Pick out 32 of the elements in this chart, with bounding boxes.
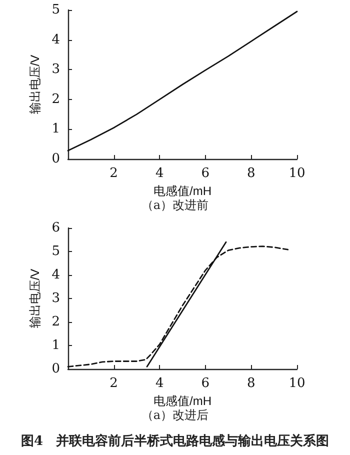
- y-axis-title: 输出电压/V: [28, 54, 42, 114]
- x-tick-label: 4: [155, 376, 164, 391]
- x-tick-label: 4: [155, 166, 164, 181]
- x-tick-label: 2: [110, 376, 118, 391]
- y-tick-label: 3: [52, 291, 60, 306]
- line-series: [67, 246, 289, 368]
- y-tick-label: 3: [52, 62, 60, 78]
- y-tick-label: 6: [52, 220, 60, 236]
- x-tick-label: 10: [288, 166, 306, 181]
- text: （a）改进前: [141, 198, 209, 212]
- x-tick-label: 8: [247, 166, 256, 181]
- line-series: [67, 10, 298, 152]
- caption: 图4 并联电容前后半桥式电路电感与输出电压关系图: [20, 433, 330, 449]
- y-tick-label: 2: [52, 92, 60, 107]
- x-axis-title: 电感值/mH: [154, 394, 212, 408]
- y-tick-label: 5: [52, 2, 60, 18]
- text: （a）改进后: [141, 408, 209, 422]
- x-tick-label: 10: [288, 376, 306, 391]
- x-tick-label: 6: [201, 376, 210, 391]
- y-axis-title: 输出电压/V: [28, 268, 42, 328]
- x-tick-label: 6: [201, 166, 210, 181]
- y-tick-label: 0: [52, 152, 60, 166]
- y-tick-label: 0: [52, 362, 60, 376]
- y-tick-label: 1: [52, 338, 60, 353]
- x-axis-title: 电感值/mH: [154, 184, 212, 198]
- x-tick-label: 2: [110, 166, 118, 181]
- x-tick-label: 8: [247, 376, 256, 391]
- y-tick-label: 4: [52, 32, 60, 48]
- y-tick-label: 4: [52, 268, 60, 282]
- y-tick-label: 5: [52, 244, 60, 259]
- y-tick-label: 1: [52, 122, 60, 137]
- y-tick-label: 2: [52, 314, 60, 330]
